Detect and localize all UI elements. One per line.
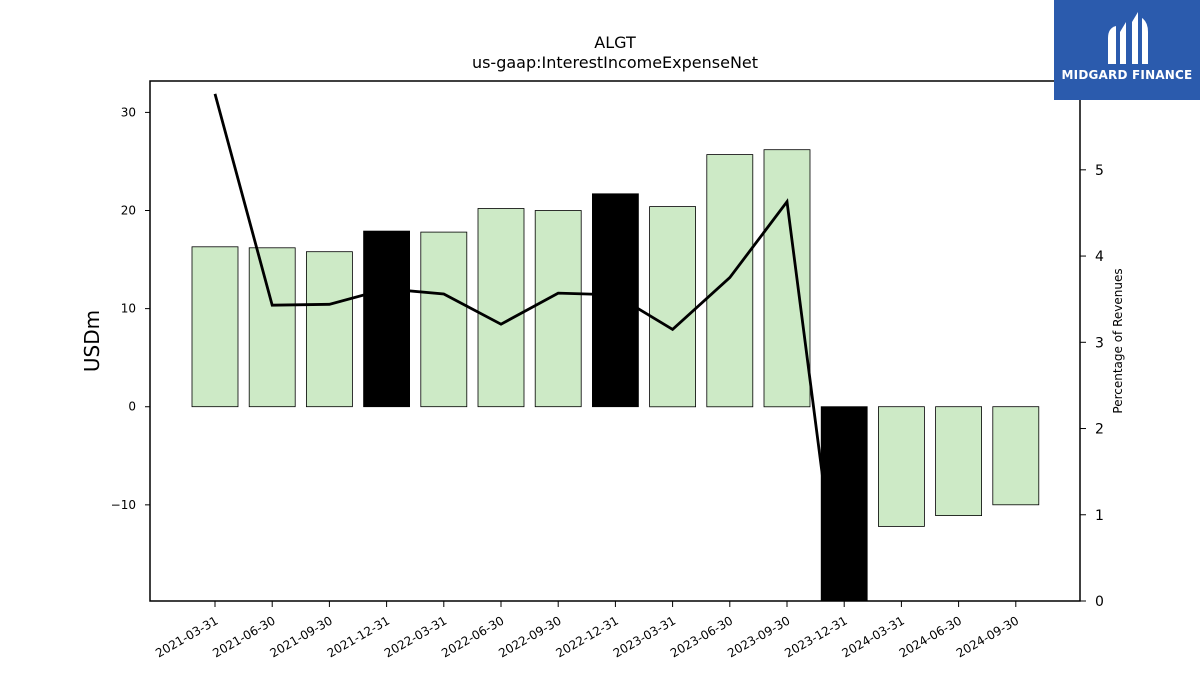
- line-series-percentage: [213, 93, 841, 601]
- bar-2021-12-31: [363, 230, 411, 408]
- x-tick-label: 2023-03-31: [611, 613, 678, 660]
- bar-2024-06-30: [935, 406, 982, 517]
- y2-tick-label: 4: [1095, 249, 1104, 265]
- y-tick-label: 30: [121, 105, 136, 119]
- y2-tick-label: 1: [1095, 508, 1104, 524]
- x-tick-label: 2021-09-30: [267, 613, 334, 660]
- bar-2023-03-31: [649, 206, 696, 408]
- bar-2021-09-30: [305, 251, 353, 408]
- brand-logo: MIDGARD FINANCE: [1054, 0, 1200, 100]
- x-tick-label: 2024-06-30: [897, 613, 964, 660]
- x-tick-label: 2024-03-31: [839, 613, 906, 660]
- bar-2022-06-30: [477, 208, 525, 408]
- chart-subtitle: us-gaap:InterestIncomeExpenseNet: [472, 53, 758, 72]
- y2-tick-label: 0: [1095, 594, 1104, 610]
- bar-2022-09-30: [534, 210, 582, 408]
- x-axis: 2021-03-312021-06-302021-09-302021-12-31…: [153, 601, 1021, 660]
- y-axis-label: USDm: [80, 310, 104, 372]
- y-tick-label: 0: [128, 400, 136, 414]
- x-tick-label: 2022-12-31: [553, 613, 620, 660]
- y2-axis-label: Percentage of Revenues: [1111, 268, 1125, 413]
- y-axis-left: −10 0 10 20 30: [111, 105, 150, 512]
- x-tick-label: 2021-06-30: [210, 613, 277, 660]
- x-tick-label: 2023-12-31: [782, 613, 849, 660]
- x-tick-label: 2021-12-31: [325, 613, 392, 660]
- bar-2022-03-31: [420, 231, 468, 408]
- bar-2024-09-30: [992, 406, 1040, 506]
- y-axis-right: 0 1 2 3 4 5: [1080, 163, 1104, 610]
- y-tick-label: 10: [121, 302, 136, 316]
- x-tick-label: 2023-06-30: [668, 613, 735, 660]
- y2-tick-label: 3: [1095, 335, 1104, 351]
- logo-mark-icon: [1108, 12, 1148, 64]
- line-group: [213, 93, 841, 601]
- bar-2021-03-31: [191, 246, 239, 408]
- bar-2023-09-30: [763, 149, 811, 408]
- x-tick-label: 2021-03-31: [153, 613, 220, 660]
- bars-group: [191, 149, 1040, 602]
- x-tick-label: 2022-06-30: [439, 613, 506, 660]
- y2-tick-label: 5: [1095, 163, 1104, 179]
- bar-2021-06-30: [248, 247, 296, 408]
- bar-2023-12-31: [820, 406, 868, 602]
- logo-text: MIDGARD FINANCE: [1061, 68, 1193, 82]
- y-tick-label: 20: [121, 204, 136, 218]
- bar-2022-12-31: [592, 193, 639, 408]
- bar-2023-06-30: [706, 154, 754, 408]
- y-tick-label: −10: [111, 498, 136, 512]
- x-tick-label: 2022-03-31: [382, 613, 449, 660]
- x-tick-label: 2023-09-30: [725, 613, 792, 660]
- bar-2024-03-31: [878, 406, 925, 527]
- x-tick-label: 2024-09-30: [954, 613, 1021, 660]
- y2-tick-label: 2: [1095, 422, 1104, 438]
- chart-title: ALGT: [594, 33, 636, 52]
- x-tick-label: 2022-09-30: [496, 613, 563, 660]
